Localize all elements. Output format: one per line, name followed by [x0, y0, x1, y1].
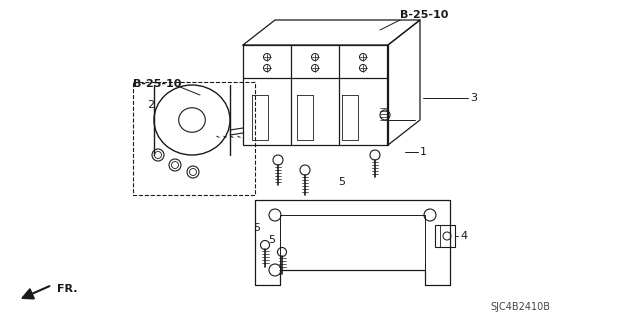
Text: 1: 1 [420, 147, 427, 157]
Text: 5: 5 [268, 235, 275, 245]
Text: 2: 2 [147, 100, 154, 110]
Text: B-25-10: B-25-10 [400, 10, 449, 20]
Text: 3: 3 [470, 93, 477, 103]
Text: SJC4B2410B: SJC4B2410B [490, 302, 550, 312]
Bar [435, 225, 455, 247]
Text: B-25-10: B-25-10 [133, 79, 181, 89]
Text: 5: 5 [253, 223, 260, 233]
Text: 5: 5 [338, 177, 345, 187]
Text: 4: 4 [460, 231, 467, 241]
Text: FR.: FR. [57, 284, 77, 294]
